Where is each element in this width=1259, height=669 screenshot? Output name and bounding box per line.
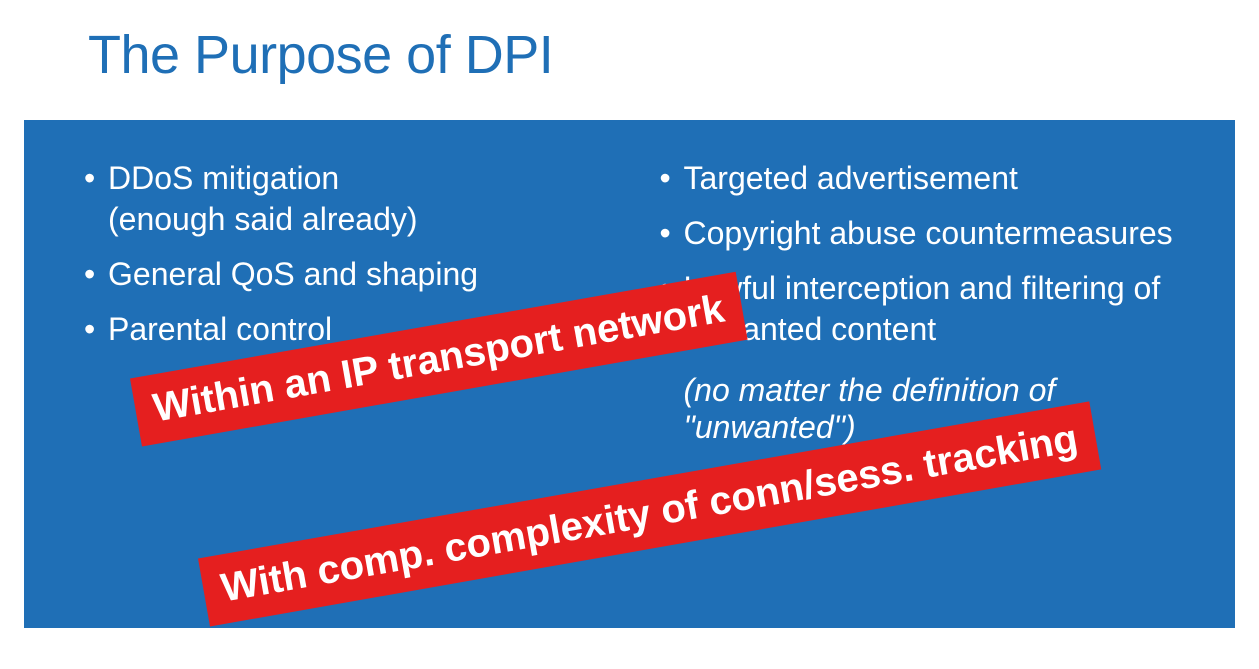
slide-header: The Purpose of DPI [0, 0, 1259, 86]
list-item: Copyright abuse countermeasures [660, 213, 1176, 254]
list-item: DDoS mitigation(enough said already) [84, 158, 600, 240]
list-item: General QoS and shaping [84, 254, 600, 295]
slide-title: The Purpose of DPI [88, 24, 1259, 86]
list-item: Targeted advertisement [660, 158, 1176, 199]
